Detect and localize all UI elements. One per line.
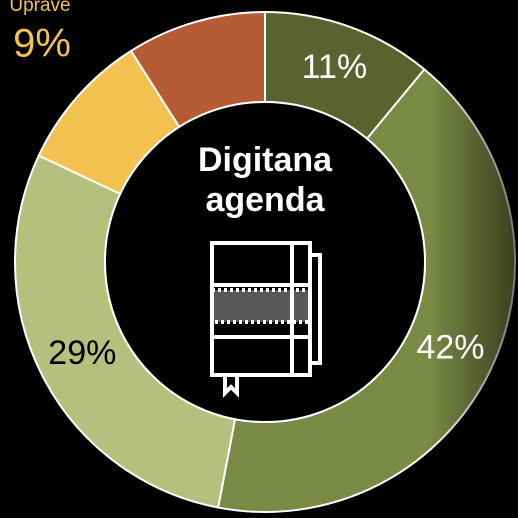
value-label: 11%: [302, 48, 368, 86]
value-label: 42%: [416, 328, 484, 366]
center-title: Digitana agenda: [197, 141, 333, 219]
shade-overlay: [430, 0, 518, 518]
notebook-icon: [210, 241, 322, 398]
category-label: Uprave: [9, 0, 70, 16]
value-label: 29%: [48, 334, 116, 372]
center-hole: [104, 101, 426, 423]
value-label: 9%: [13, 22, 71, 66]
